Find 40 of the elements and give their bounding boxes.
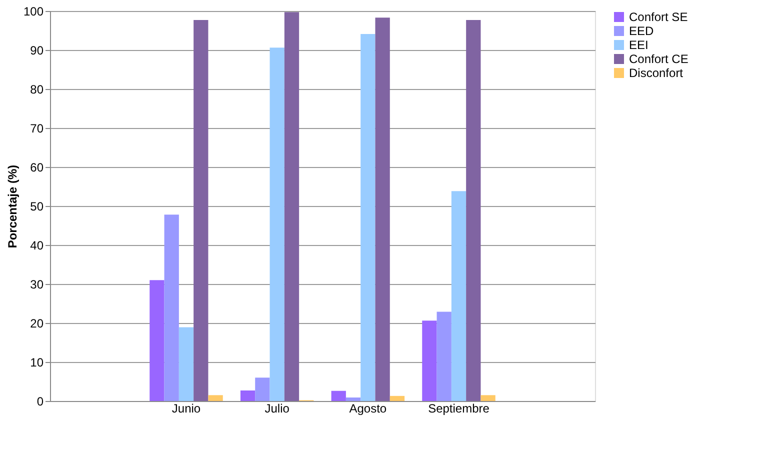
bar — [284, 12, 300, 401]
bar — [466, 20, 481, 401]
x-tick-label: Septiembre — [428, 402, 490, 416]
x-tick-label: Junio — [172, 402, 201, 416]
legend-label: EEI — [629, 38, 648, 52]
y-tick-label: 80 — [30, 82, 44, 96]
legend-label: EED — [629, 24, 654, 38]
bar — [270, 48, 284, 401]
bar — [178, 327, 194, 401]
bar — [375, 18, 390, 401]
bar — [194, 20, 208, 401]
y-axis-title: Porcentaje (%) — [5, 164, 20, 248]
y-tick-label: 60 — [30, 160, 44, 174]
bar — [240, 390, 256, 401]
x-tick-label: Julio — [264, 402, 290, 416]
bar — [360, 34, 376, 401]
y-tick-label: 20 — [30, 316, 44, 330]
legend-label: Confort CE — [629, 52, 688, 66]
bar — [164, 214, 179, 401]
bar — [331, 390, 346, 401]
legend-label: Disconfort — [629, 66, 684, 80]
bar — [255, 378, 270, 401]
y-tick-label: 90 — [30, 44, 44, 58]
bar — [436, 312, 452, 401]
bar — [480, 395, 496, 401]
y-tick-label: 30 — [30, 278, 44, 292]
bar — [422, 320, 437, 401]
bar — [390, 396, 405, 401]
bar — [150, 280, 164, 401]
y-tick-label: 40 — [30, 238, 44, 252]
legend-label: Confort SE — [629, 10, 688, 24]
bar — [346, 397, 361, 401]
y-tick-label: 100 — [23, 4, 44, 18]
x-tick-label: Agosto — [349, 402, 387, 416]
bar — [208, 395, 223, 401]
y-tick-label: 70 — [30, 122, 44, 136]
y-tick-label: 50 — [30, 200, 44, 214]
bar — [451, 191, 466, 401]
y-tick-label: 0 — [36, 394, 44, 408]
y-tick-label: 10 — [30, 356, 44, 370]
